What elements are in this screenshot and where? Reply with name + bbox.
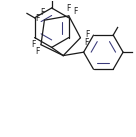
Text: F: F — [31, 40, 36, 49]
Text: F: F — [66, 4, 70, 13]
Text: F: F — [73, 7, 77, 16]
Text: F: F — [84, 38, 88, 47]
Text: F: F — [85, 30, 89, 39]
Text: F: F — [35, 14, 39, 23]
Text: F: F — [40, 8, 45, 17]
Text: F: F — [35, 47, 39, 56]
